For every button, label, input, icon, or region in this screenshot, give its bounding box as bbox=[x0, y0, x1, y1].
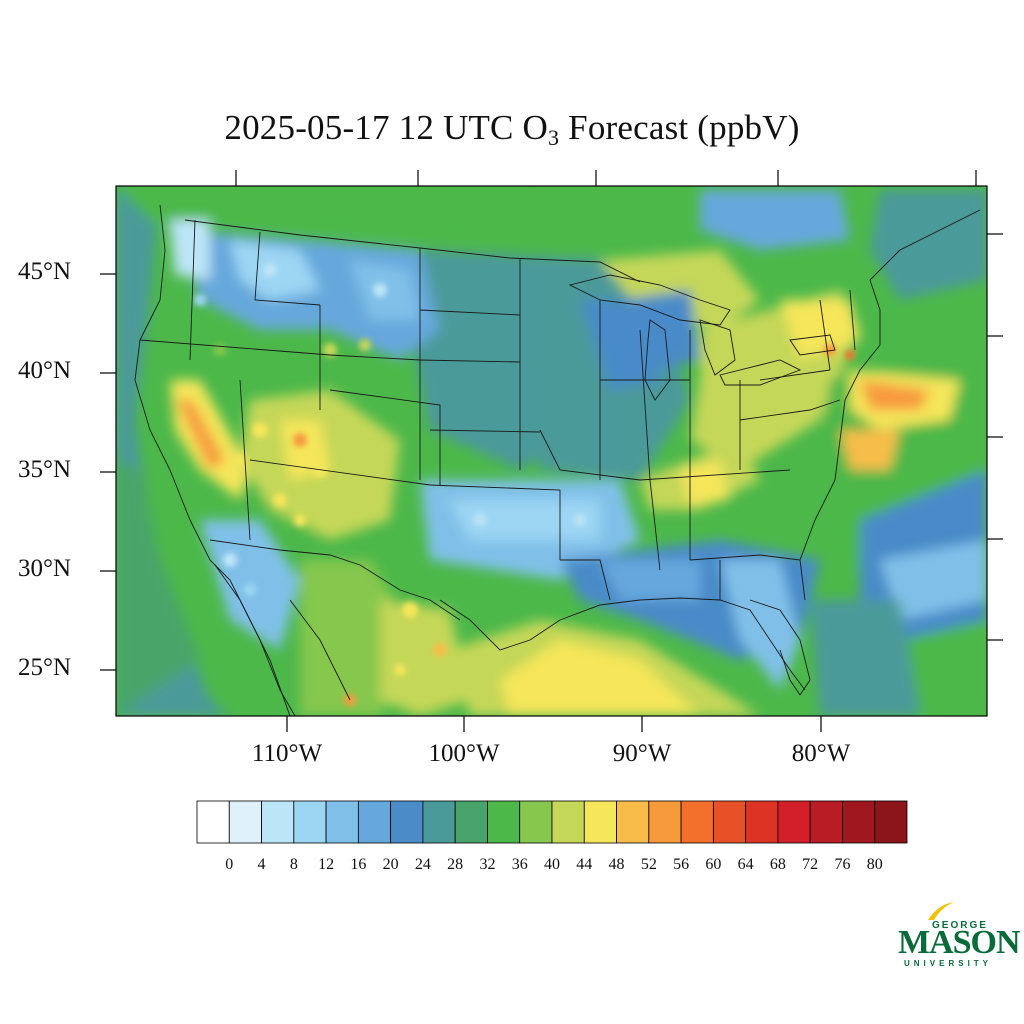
colorbar-tick-label: 36 bbox=[511, 856, 528, 873]
colorbar-tick-label: 64 bbox=[737, 856, 754, 873]
colorbar-tick-label: 40 bbox=[544, 856, 560, 873]
colorbar-swatch bbox=[648, 800, 682, 844]
colorbar-swatch bbox=[777, 800, 811, 844]
colorbar-swatch bbox=[454, 800, 488, 844]
lat-label-40n: 40°N bbox=[18, 357, 72, 384]
colorbar-swatch bbox=[874, 800, 908, 844]
colorbar-tick-label: 52 bbox=[640, 856, 657, 873]
lat-label-35n: 35°N bbox=[18, 456, 72, 483]
lon-label-110w: 110°W bbox=[251, 740, 323, 767]
geographic-boundaries bbox=[134, 204, 981, 716]
title-subscript: 3 bbox=[548, 125, 560, 150]
colorbar-swatch bbox=[809, 800, 843, 844]
colorbar-swatch bbox=[325, 800, 359, 844]
colorbar-swatch bbox=[745, 800, 779, 844]
colorbar-tick-label: 80 bbox=[866, 856, 883, 873]
colorbar-tick-label: 16 bbox=[350, 856, 367, 873]
colorbar-swatch bbox=[357, 800, 392, 844]
title-suffix: Forecast (ppbV) bbox=[559, 108, 800, 147]
logo-george-text: GEORGE bbox=[932, 920, 988, 931]
colorbar-swatch bbox=[293, 800, 327, 844]
colorbar-tick-label: 56 bbox=[673, 856, 690, 873]
colorbar-swatch bbox=[519, 800, 553, 844]
colorbar-tick-label: 32 bbox=[479, 856, 496, 873]
colorbar-tick-label: 0 bbox=[225, 856, 234, 873]
colorbar-swatch bbox=[487, 800, 521, 844]
lat-label-45n: 45°N bbox=[18, 258, 72, 285]
colorbar-swatch bbox=[551, 800, 585, 844]
colorbar-tick-label: 20 bbox=[382, 856, 399, 873]
colorbar-swatch bbox=[616, 800, 650, 844]
logo-swoosh-icon bbox=[928, 902, 954, 920]
map-title: 2025-05-17 12 UTC O3 Forecast (ppbV) bbox=[0, 108, 1024, 151]
logo-university-text: UNIVERSITY bbox=[904, 959, 993, 968]
colorbar-tick-label: 72 bbox=[802, 856, 819, 873]
colorbar-swatch bbox=[228, 800, 262, 844]
colorbar-tick-label: 76 bbox=[834, 856, 851, 873]
axis-ticks bbox=[100, 170, 1003, 732]
lat-label-30n: 30°N bbox=[18, 555, 72, 582]
colorbar bbox=[196, 800, 908, 844]
lon-label-100w: 100°W bbox=[428, 740, 500, 767]
lon-label-80w: 80°W bbox=[791, 740, 851, 767]
logo-mason-text: MASON bbox=[898, 924, 1021, 961]
colorbar-swatch bbox=[422, 800, 456, 844]
colorbar-tick-label: 12 bbox=[318, 856, 335, 873]
colorbar-tick-label: 4 bbox=[257, 856, 266, 873]
colorbar-tick-label: 24 bbox=[414, 856, 431, 873]
colorbar-swatch bbox=[712, 800, 747, 844]
title-prefix: 2025-05-17 12 UTC O bbox=[224, 108, 549, 147]
colorbar-swatch bbox=[390, 800, 424, 844]
colorbar-tick-label: 44 bbox=[576, 856, 593, 873]
lon-label-90w: 90°W bbox=[612, 740, 672, 767]
colorbar-swatch bbox=[583, 800, 617, 844]
colorbar-tick-label: 8 bbox=[289, 856, 298, 873]
ozone-speckle bbox=[194, 263, 855, 706]
map-frame bbox=[115, 185, 988, 717]
lat-label-25n: 25°N bbox=[18, 654, 72, 681]
colorbar-tick-label: 28 bbox=[447, 856, 464, 873]
colorbar-tick-label: 68 bbox=[769, 856, 786, 873]
colorbar-swatch bbox=[196, 800, 230, 844]
colorbar-swatch bbox=[261, 800, 295, 844]
colorbar-tick-label: 48 bbox=[608, 856, 625, 873]
george-mason-logo: GEORGE MASON UNIVERSITY bbox=[896, 900, 1021, 972]
colorbar-swatch bbox=[842, 800, 876, 844]
colorbar-swatch bbox=[680, 800, 714, 844]
colorbar-tick-label: 60 bbox=[705, 856, 722, 873]
